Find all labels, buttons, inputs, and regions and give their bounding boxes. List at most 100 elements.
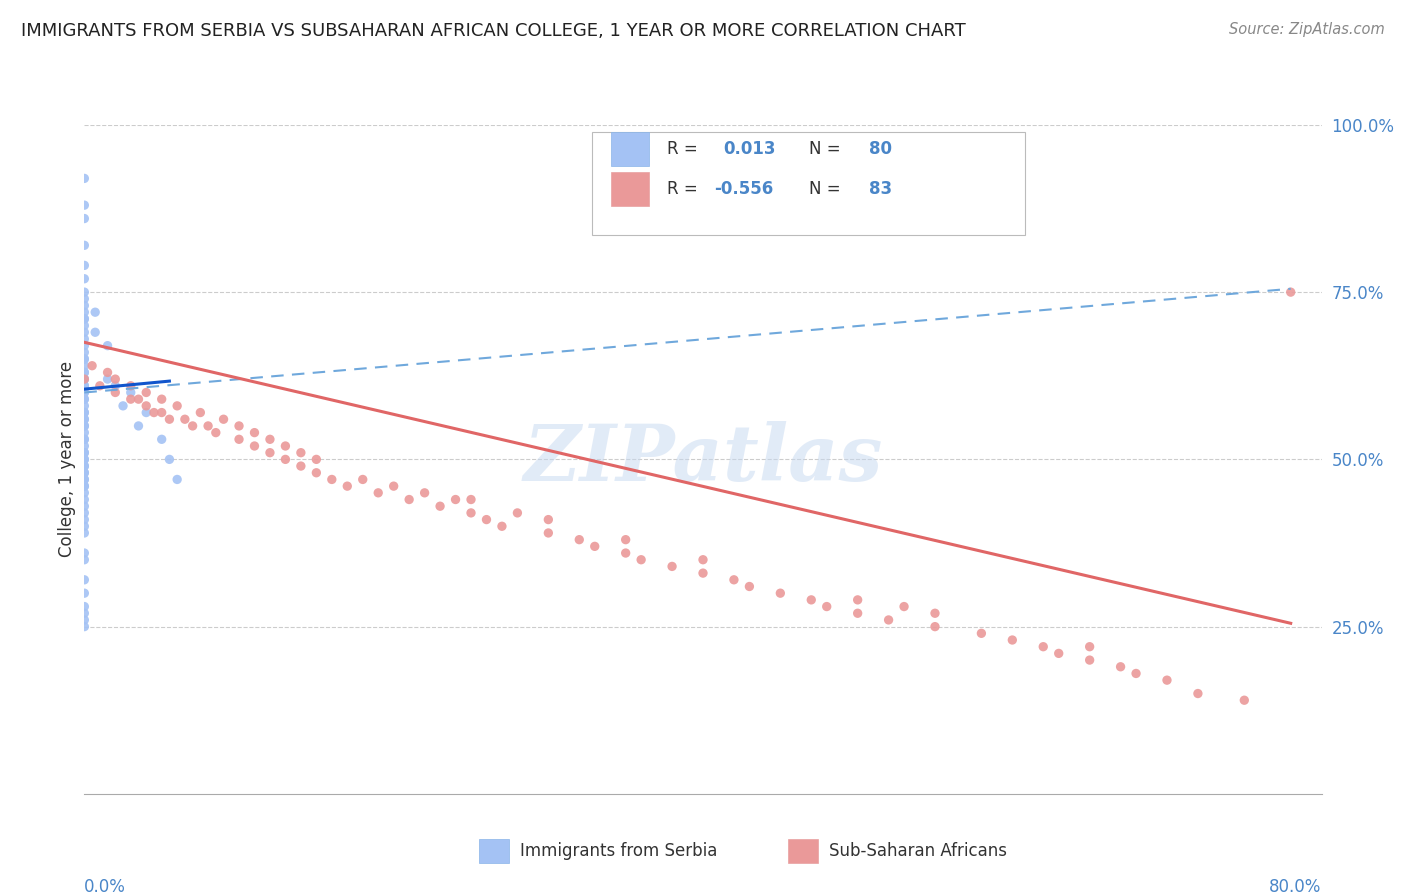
Point: [135, 399, 157, 413]
Point: [82, 359, 104, 373]
Point: [73, 473, 96, 487]
Point: [104, 372, 127, 386]
Point: [692, 552, 714, 567]
Point: [73, 399, 96, 413]
Point: [506, 506, 529, 520]
Point: [166, 399, 188, 413]
Point: [815, 599, 838, 614]
Point: [127, 392, 149, 407]
Point: [73, 446, 96, 460]
Point: [583, 539, 606, 553]
Point: [104, 385, 127, 400]
Point: [73, 613, 96, 627]
Point: [73, 338, 96, 352]
Point: [120, 392, 142, 407]
Point: [73, 405, 96, 420]
Point: [73, 500, 96, 514]
Point: [73, 425, 96, 440]
Point: [73, 552, 96, 567]
Point: [73, 619, 96, 633]
Point: [73, 452, 96, 467]
Point: [104, 378, 127, 392]
Point: [73, 479, 96, 493]
Point: [127, 418, 149, 433]
Point: [120, 378, 142, 392]
Point: [73, 492, 96, 507]
Point: [73, 359, 96, 373]
Point: [73, 519, 96, 533]
Point: [1001, 633, 1024, 648]
Point: [73, 433, 96, 447]
Point: [135, 405, 157, 420]
Point: [73, 298, 96, 313]
Point: [630, 552, 652, 567]
Point: [1279, 285, 1302, 300]
Text: R =: R =: [666, 140, 697, 158]
Point: [73, 366, 96, 380]
Point: [846, 592, 869, 607]
Text: Source: ZipAtlas.com: Source: ZipAtlas.com: [1229, 22, 1385, 37]
Text: Sub-Saharan Africans: Sub-Saharan Africans: [830, 842, 1007, 860]
Point: [84, 305, 107, 319]
Point: [73, 385, 96, 400]
Point: [243, 425, 266, 440]
Text: Immigrants from Serbia: Immigrants from Serbia: [520, 842, 717, 860]
Point: [692, 566, 714, 581]
Point: [537, 512, 560, 526]
Point: [73, 412, 96, 426]
Text: IMMIGRANTS FROM SERBIA VS SUBSAHARAN AFRICAN COLLEGE, 1 YEAR OR MORE CORRELATION: IMMIGRANTS FROM SERBIA VS SUBSAHARAN AFR…: [21, 22, 966, 40]
Point: [73, 607, 96, 621]
Point: [73, 372, 96, 386]
Point: [1125, 666, 1147, 681]
Point: [73, 198, 96, 212]
Point: [73, 385, 96, 400]
Y-axis label: College, 1 year or more: College, 1 year or more: [58, 361, 76, 558]
Point: [96, 366, 118, 380]
FancyBboxPatch shape: [612, 172, 648, 206]
Point: [96, 338, 118, 352]
Point: [321, 473, 343, 487]
Point: [73, 312, 96, 326]
Point: [800, 592, 823, 607]
Point: [197, 418, 219, 433]
Point: [73, 485, 96, 500]
Point: [89, 378, 111, 392]
Point: [228, 418, 250, 433]
Point: [73, 412, 96, 426]
Point: [73, 271, 96, 285]
Text: N =: N =: [810, 180, 841, 198]
Point: [305, 452, 328, 467]
Point: [738, 580, 761, 594]
Point: [73, 305, 96, 319]
Point: [73, 392, 96, 407]
Point: [290, 446, 312, 460]
Point: [924, 619, 946, 633]
Point: [444, 492, 467, 507]
Point: [188, 405, 211, 420]
Point: [1156, 673, 1178, 687]
Point: [413, 485, 436, 500]
Point: [228, 433, 250, 447]
Point: [73, 586, 96, 600]
Point: [73, 512, 96, 526]
Point: [73, 439, 96, 453]
Point: [73, 378, 96, 392]
Point: [73, 378, 96, 392]
Point: [475, 512, 498, 526]
Point: [150, 433, 173, 447]
Point: [723, 573, 745, 587]
Point: [73, 238, 96, 252]
Text: 83: 83: [869, 180, 891, 198]
Point: [924, 607, 946, 621]
Point: [661, 559, 683, 574]
Point: [96, 372, 118, 386]
Text: 0.0%: 0.0%: [84, 878, 127, 892]
Point: [73, 259, 96, 273]
Point: [491, 519, 513, 533]
Point: [73, 312, 96, 326]
Point: [290, 458, 312, 473]
Point: [73, 599, 96, 614]
Point: [73, 171, 96, 186]
Text: R =: R =: [666, 180, 697, 198]
Point: [73, 433, 96, 447]
